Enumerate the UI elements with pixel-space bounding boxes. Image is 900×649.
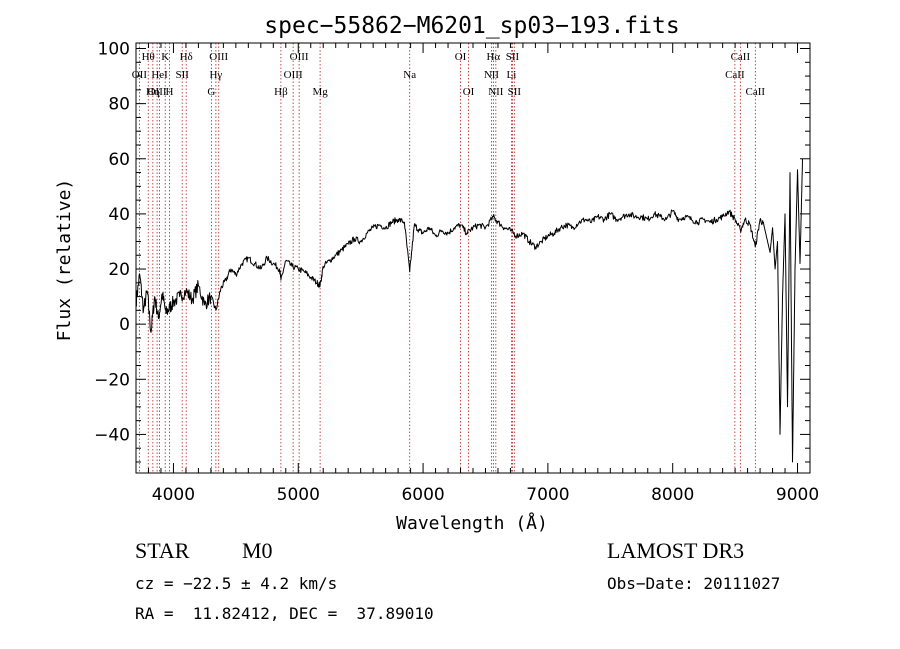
object-subclass: M0 bbox=[242, 538, 273, 563]
emission-line-markers bbox=[138, 43, 756, 473]
survey-name: LAMOST DR3 bbox=[607, 538, 745, 563]
y-tick-label: −40 bbox=[94, 425, 130, 445]
line-label-2: OIII bbox=[148, 86, 167, 98]
y-tick-label: 100 bbox=[98, 40, 130, 60]
x-axis-ticks: 4000 5000 6000 7000 8000 9000 bbox=[135, 43, 819, 505]
line-label-27: CaII bbox=[746, 86, 766, 98]
y-tick-label: 40 bbox=[108, 205, 130, 225]
observation-date: Obs−Date: 20111027 bbox=[607, 574, 781, 593]
x-tick-label: 5000 bbox=[277, 485, 320, 505]
line-label-22: SII bbox=[506, 51, 520, 63]
spectrum-series bbox=[135, 158, 803, 463]
line-label-24: SII bbox=[508, 86, 522, 98]
x-tick-label: 9000 bbox=[776, 485, 819, 505]
line-label-20: NII bbox=[484, 69, 500, 81]
x-tick-label: 7000 bbox=[526, 485, 569, 505]
object-class: STAR bbox=[135, 538, 190, 563]
line-label-21: NII bbox=[488, 86, 504, 98]
line-label-9: OIII bbox=[209, 51, 228, 63]
line-label-26: CaII bbox=[725, 69, 745, 81]
y-tick-label: 60 bbox=[108, 150, 130, 170]
line-label-8: H bbox=[165, 86, 173, 98]
line-label-11: G bbox=[207, 86, 215, 98]
redshift-velocity: cz = −22.5 ± 4.2 km/s bbox=[135, 574, 338, 593]
line-label-7: Hη bbox=[146, 86, 160, 98]
spectrum-line bbox=[135, 158, 803, 463]
y-tick-label: 20 bbox=[108, 260, 130, 280]
y-axis-ticks: −40 −20 0 20 40 60 80 100 bbox=[94, 40, 810, 463]
line-label-15: Mg bbox=[312, 86, 328, 98]
line-label-19: Hα bbox=[486, 51, 500, 63]
line-label-25: CaII bbox=[731, 51, 751, 63]
x-tick-label: 8000 bbox=[651, 485, 694, 505]
line-label-3: K bbox=[161, 51, 169, 63]
plot-frame bbox=[135, 42, 811, 474]
line-label-17: OI bbox=[455, 51, 467, 63]
x-tick-label: 6000 bbox=[401, 485, 444, 505]
line-label-4: Hδ bbox=[180, 51, 193, 63]
sky-coordinates: RA = 11.82412, DEC = 37.89010 bbox=[135, 604, 434, 623]
line-label-12: OIII bbox=[290, 51, 309, 63]
line-label-14: Hβ bbox=[274, 86, 288, 98]
line-label-16: Na bbox=[403, 69, 416, 81]
x-axis-label: Wavelength (Å) bbox=[396, 512, 548, 534]
line-label-23: Li bbox=[507, 69, 517, 81]
line-label-6: SII bbox=[175, 69, 189, 81]
y-tick-label: −20 bbox=[94, 370, 130, 390]
line-label-18: OI bbox=[463, 86, 475, 98]
line-label-0: Hθ bbox=[142, 51, 155, 63]
y-axis-label: Flux (relative) bbox=[54, 179, 75, 342]
chart-title: spec−55862−M6201_sp03−193.fits bbox=[264, 13, 679, 39]
y-tick-label: 80 bbox=[108, 95, 130, 115]
x-tick-label: 4000 bbox=[152, 485, 195, 505]
y-tick-label: 0 bbox=[119, 315, 130, 335]
line-label-1: OII bbox=[132, 69, 148, 81]
line-label-10: Hγ bbox=[209, 69, 222, 81]
line-label-5: HeI bbox=[151, 69, 168, 81]
line-label-13: OIII bbox=[284, 69, 303, 81]
